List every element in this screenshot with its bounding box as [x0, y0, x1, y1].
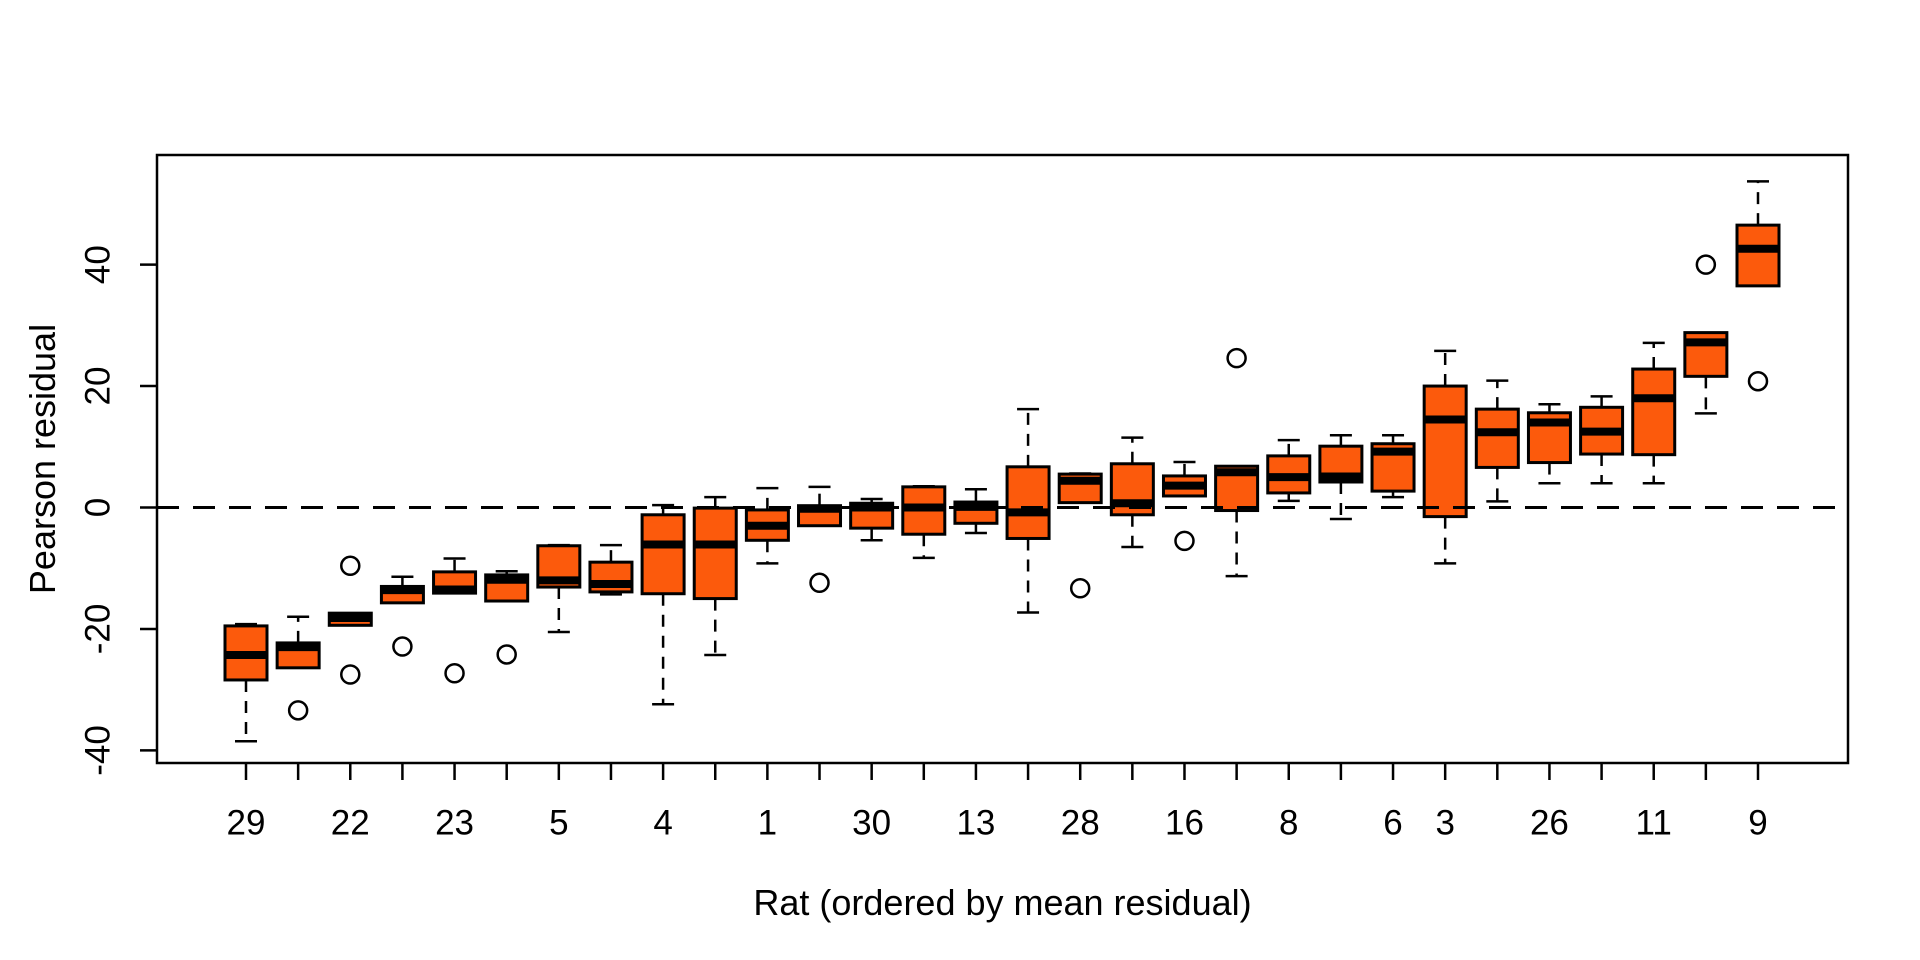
- y-tick-label-40: 40: [79, 245, 118, 284]
- box-rat-pos16: [1005, 465, 1051, 540]
- y-tick-label--20: -20: [79, 604, 118, 655]
- outlier-rat-22-1: [340, 555, 361, 577]
- x-tick-label-16: 16: [1165, 804, 1204, 843]
- outlier-rat-pos6-1: [496, 644, 517, 665]
- box-rat-pos25: [1474, 407, 1520, 469]
- plot-border: [155, 153, 1850, 765]
- x-tick-label-11: 11: [1636, 804, 1672, 843]
- x-tick-label-28: 28: [1061, 804, 1100, 843]
- x-tick-label-23: 23: [435, 804, 474, 843]
- y-tick-label-0: 0: [79, 498, 118, 517]
- x-tick-label-13: 13: [956, 804, 995, 843]
- box-rat-3: [1422, 384, 1468, 519]
- x-tick-label-9: 9: [1748, 804, 1767, 843]
- box-rat-9: [1735, 223, 1781, 288]
- outlier-rat-pos4-1: [392, 636, 413, 657]
- box-rat-11: [1631, 367, 1677, 457]
- y-axis-title: Pearson residual: [22, 323, 63, 595]
- x-tick-label-1: 1: [758, 804, 777, 843]
- x-tick-label-30: 30: [852, 804, 891, 843]
- x-axis-title: Rat (ordered by mean residual): [753, 882, 1252, 923]
- outlier-rat-pos20-1: [1226, 347, 1247, 369]
- x-tick-label-5: 5: [549, 804, 568, 843]
- x-tick-label-3: 3: [1435, 804, 1454, 843]
- outlier-rat-28-1: [1069, 578, 1091, 599]
- outlier-rat-16-1: [1174, 530, 1195, 552]
- outlier-rat-pos29-1: [1695, 254, 1717, 275]
- x-tick-label-6: 6: [1383, 804, 1402, 843]
- y-tick-label-20: 20: [79, 367, 118, 406]
- x-tick-label-29: 29: [227, 804, 266, 843]
- x-tick-label-4: 4: [653, 804, 672, 843]
- outlier-rat-22-2: [340, 664, 361, 685]
- outlier-rat-pos2-1: [287, 700, 309, 721]
- x-tick-label-26: 26: [1530, 804, 1569, 843]
- box-rat-pos10: [692, 506, 738, 601]
- outlier-rat-9-1: [1747, 370, 1769, 392]
- outlier-rat-23-1: [444, 663, 465, 684]
- box-rat-4: [640, 513, 686, 596]
- outlier-rat-pos12-1: [809, 572, 830, 594]
- x-tick-label-8: 8: [1279, 804, 1298, 843]
- x-tick-label-22: 22: [331, 804, 370, 843]
- y-tick-label--40: -40: [79, 725, 118, 776]
